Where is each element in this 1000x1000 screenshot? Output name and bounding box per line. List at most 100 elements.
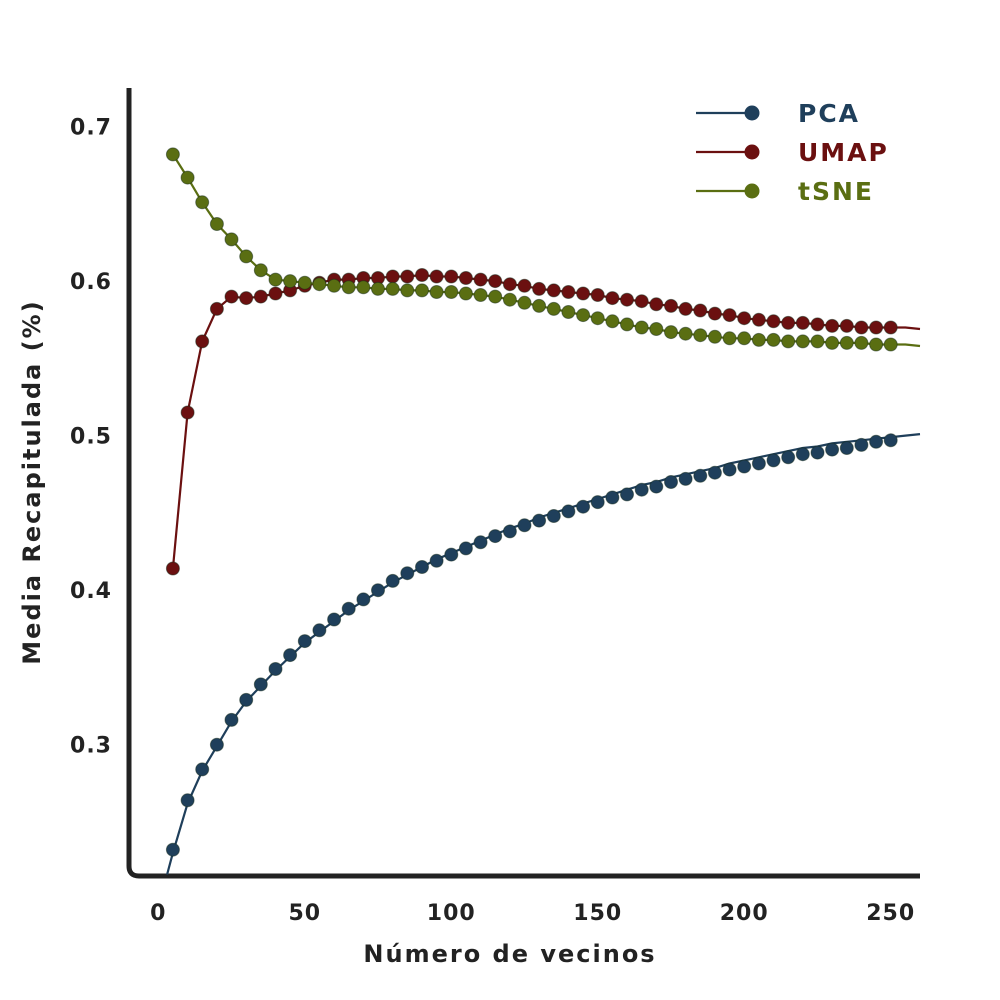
- data-point: [444, 547, 459, 562]
- legend-marker: [744, 105, 760, 121]
- data-point: [795, 447, 810, 462]
- data-point: [795, 315, 810, 330]
- data-point: [400, 283, 415, 298]
- series-pca: [165, 433, 921, 875]
- data-point: [766, 453, 781, 468]
- data-point: [620, 317, 634, 332]
- legend-item-pca: PCA: [696, 99, 858, 128]
- data-point: [634, 294, 649, 309]
- data-point: [165, 147, 180, 162]
- legend-marker: [744, 144, 760, 160]
- data-point: [561, 285, 576, 299]
- data-point: [385, 573, 400, 588]
- data-point: [722, 462, 737, 477]
- series-tsne: [165, 147, 921, 352]
- x-axis-title: Número de vecinos: [363, 940, 656, 968]
- data-point: [546, 283, 561, 298]
- data-point: [180, 405, 195, 420]
- data-point: [165, 842, 180, 857]
- y-tick-label: 0.5: [70, 425, 112, 450]
- series-line: [171, 273, 921, 569]
- data-point: [605, 490, 620, 505]
- data-point: [415, 283, 429, 298]
- x-tick-labels: 0 50 100 150 200 250: [150, 901, 915, 926]
- data-point: [561, 504, 576, 519]
- legend-item-tsne: tSNE: [696, 177, 872, 206]
- data-point: [649, 322, 664, 336]
- data-point: [781, 450, 796, 465]
- data-point: [253, 677, 268, 692]
- data-point: [678, 326, 693, 341]
- data-point: [341, 601, 356, 616]
- data-point: [634, 482, 649, 497]
- data-point: [517, 518, 532, 533]
- series-umap: [165, 268, 921, 576]
- data-point: [781, 334, 796, 349]
- data-point: [385, 269, 400, 284]
- legend-marker: [744, 183, 760, 199]
- data-point: [283, 274, 298, 289]
- data-point: [869, 434, 884, 449]
- data-point: [620, 292, 634, 307]
- data-point: [312, 623, 327, 638]
- data-point: [268, 272, 283, 287]
- data-point: [664, 325, 678, 340]
- data-point: [854, 335, 869, 350]
- x-tick-label: 100: [427, 901, 476, 926]
- data-point: [766, 332, 781, 347]
- axis-lines: [126, 88, 920, 879]
- y-axis-title: Media Recapitulada (%): [18, 299, 46, 664]
- data-point: [869, 337, 884, 352]
- data-point: [707, 329, 722, 344]
- data-point: [883, 320, 898, 335]
- series-line: [171, 153, 921, 348]
- data-point: [546, 301, 561, 316]
- data-point: [839, 335, 854, 350]
- data-point: [722, 308, 737, 323]
- data-point: [502, 524, 517, 539]
- legend-label: UMAP: [798, 138, 889, 167]
- legend: PCA UMAP tSNE: [696, 99, 889, 206]
- data-point: [693, 303, 708, 318]
- data-point: [590, 288, 605, 302]
- data-point: [429, 269, 444, 284]
- data-point: [561, 305, 576, 319]
- data-point: [429, 553, 444, 568]
- data-point: [239, 291, 254, 306]
- data-point: [576, 286, 591, 301]
- series-layer: [165, 147, 921, 875]
- data-point: [400, 269, 415, 284]
- data-point: [722, 331, 737, 346]
- data-point: [839, 318, 854, 333]
- data-point: [825, 318, 840, 333]
- data-point: [781, 315, 796, 330]
- data-point: [737, 459, 752, 474]
- data-point: [517, 278, 532, 293]
- data-point: [371, 583, 385, 598]
- data-point: [253, 263, 268, 278]
- data-point: [224, 289, 239, 304]
- x-tick-label: 150: [573, 901, 622, 926]
- data-point: [371, 281, 385, 296]
- data-point: [473, 272, 488, 287]
- y-tick-label: 0.4: [70, 579, 112, 604]
- data-point: [297, 634, 312, 649]
- data-point: [751, 456, 766, 471]
- data-point: [268, 662, 283, 676]
- data-point: [488, 529, 503, 544]
- data-point: [869, 320, 884, 335]
- data-point: [180, 793, 195, 808]
- x-tick-label: 250: [866, 901, 915, 926]
- data-point: [737, 331, 752, 346]
- data-point: [341, 280, 356, 295]
- data-point: [664, 475, 678, 489]
- x-tick-label: 50: [288, 901, 321, 926]
- data-point: [458, 271, 473, 285]
- data-point: [810, 334, 825, 349]
- data-point: [268, 286, 283, 301]
- data-point: [620, 487, 634, 502]
- y-tick-labels: 0.3 0.4 0.5 0.6 0.7: [70, 116, 112, 759]
- data-point: [312, 277, 327, 292]
- data-point: [327, 278, 342, 293]
